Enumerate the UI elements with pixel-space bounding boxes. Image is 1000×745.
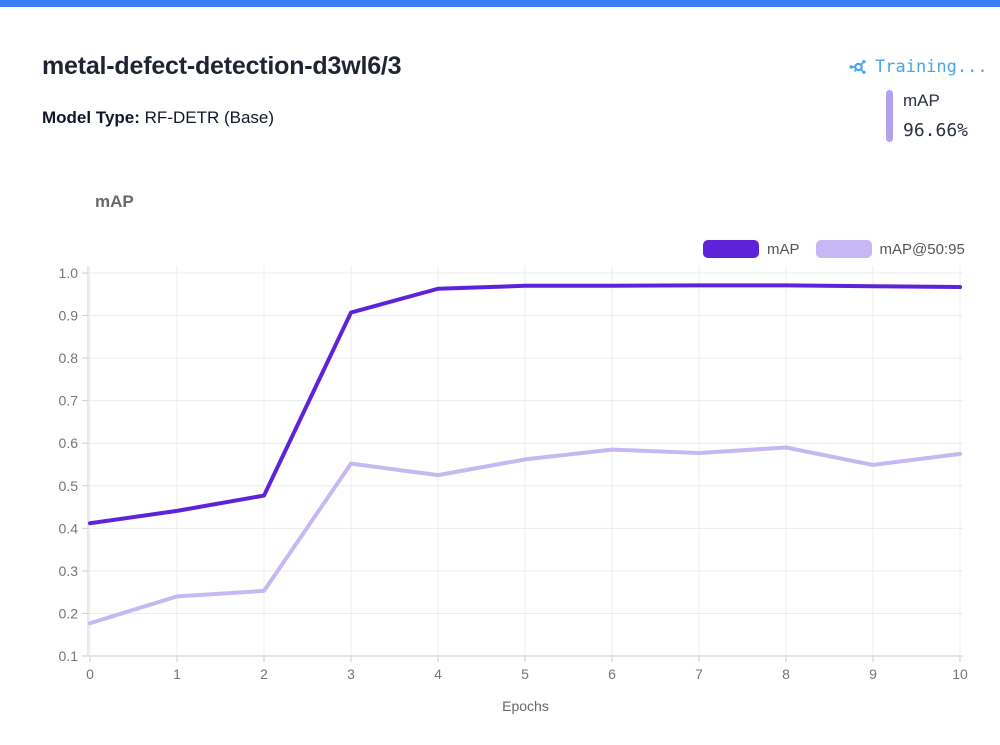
training-progress-bar xyxy=(0,0,1000,7)
page-title: metal-defect-detection-d3wl6/3 xyxy=(42,52,402,80)
axis-tick-label: 0.8 xyxy=(59,350,79,366)
training-status-label: Training... xyxy=(875,57,988,77)
axis-tick-label: 0.6 xyxy=(59,435,79,451)
model-type-label: Model Type: xyxy=(42,108,140,127)
axis-tick-label: 8 xyxy=(782,666,790,682)
model-type: Model Type: RF-DETR (Base) xyxy=(42,108,274,128)
chart-title: mAP xyxy=(95,192,134,211)
axis-tick-label: 0.3 xyxy=(59,563,79,579)
map-line-series[interactable] xyxy=(88,283,962,526)
line-chart-canvas[interactable]: 0.1 0.2 0.3 0.4 0.5 0.6 0.7 0.8 0.9 1.0 0 1 2 3 4 5 6 7 8 9… xyxy=(0,255,1000,735)
legend-swatch-map50-95[interactable] xyxy=(815,240,872,258)
legend-label-map: mAP xyxy=(767,240,800,258)
axis-tick-label: 0.2 xyxy=(59,605,79,621)
map-metric-badge: mAP 96.66% xyxy=(886,90,968,142)
axis-tick-label: 1.0 xyxy=(59,265,79,281)
metric-accent-bar xyxy=(886,90,893,142)
map-50-95-line-series[interactable] xyxy=(88,445,962,626)
axis-tick-label: 1 xyxy=(173,666,181,682)
axis-tick-label: 7 xyxy=(695,666,703,682)
axis-tick-label: 0.7 xyxy=(59,393,79,409)
axis-tick-label: 5 xyxy=(521,666,529,682)
legend-label-map50-95: mAP@50:95 xyxy=(879,240,965,258)
training-network-icon xyxy=(848,57,868,77)
axis-tick-label: 0.1 xyxy=(59,648,79,664)
chart-legend: mAP mAP@50:95 xyxy=(703,240,965,258)
axis-tick-label: Epochs xyxy=(502,698,549,714)
axis-tick-label: 4 xyxy=(434,666,442,682)
axis-tick-label: 2 xyxy=(260,666,268,682)
axis-tick-label: 9 xyxy=(869,666,877,682)
axis-tick-label: 3 xyxy=(347,666,355,682)
axis-tick-label: 0 xyxy=(86,666,94,682)
model-type-value: RF-DETR (Base) xyxy=(144,108,275,127)
axis-tick-label: 0.4 xyxy=(59,520,79,536)
legend-swatch-map[interactable] xyxy=(703,240,759,258)
axis-tick-label: 10 xyxy=(952,666,968,682)
metric-label: mAP xyxy=(903,91,940,110)
axis-tick-label: 0.9 xyxy=(59,308,79,324)
axis-tick-label: 6 xyxy=(608,666,616,682)
training-status: Training... xyxy=(848,57,988,77)
axis-tick-label: 0.5 xyxy=(59,478,79,494)
metric-value: 96.66% xyxy=(903,120,969,141)
